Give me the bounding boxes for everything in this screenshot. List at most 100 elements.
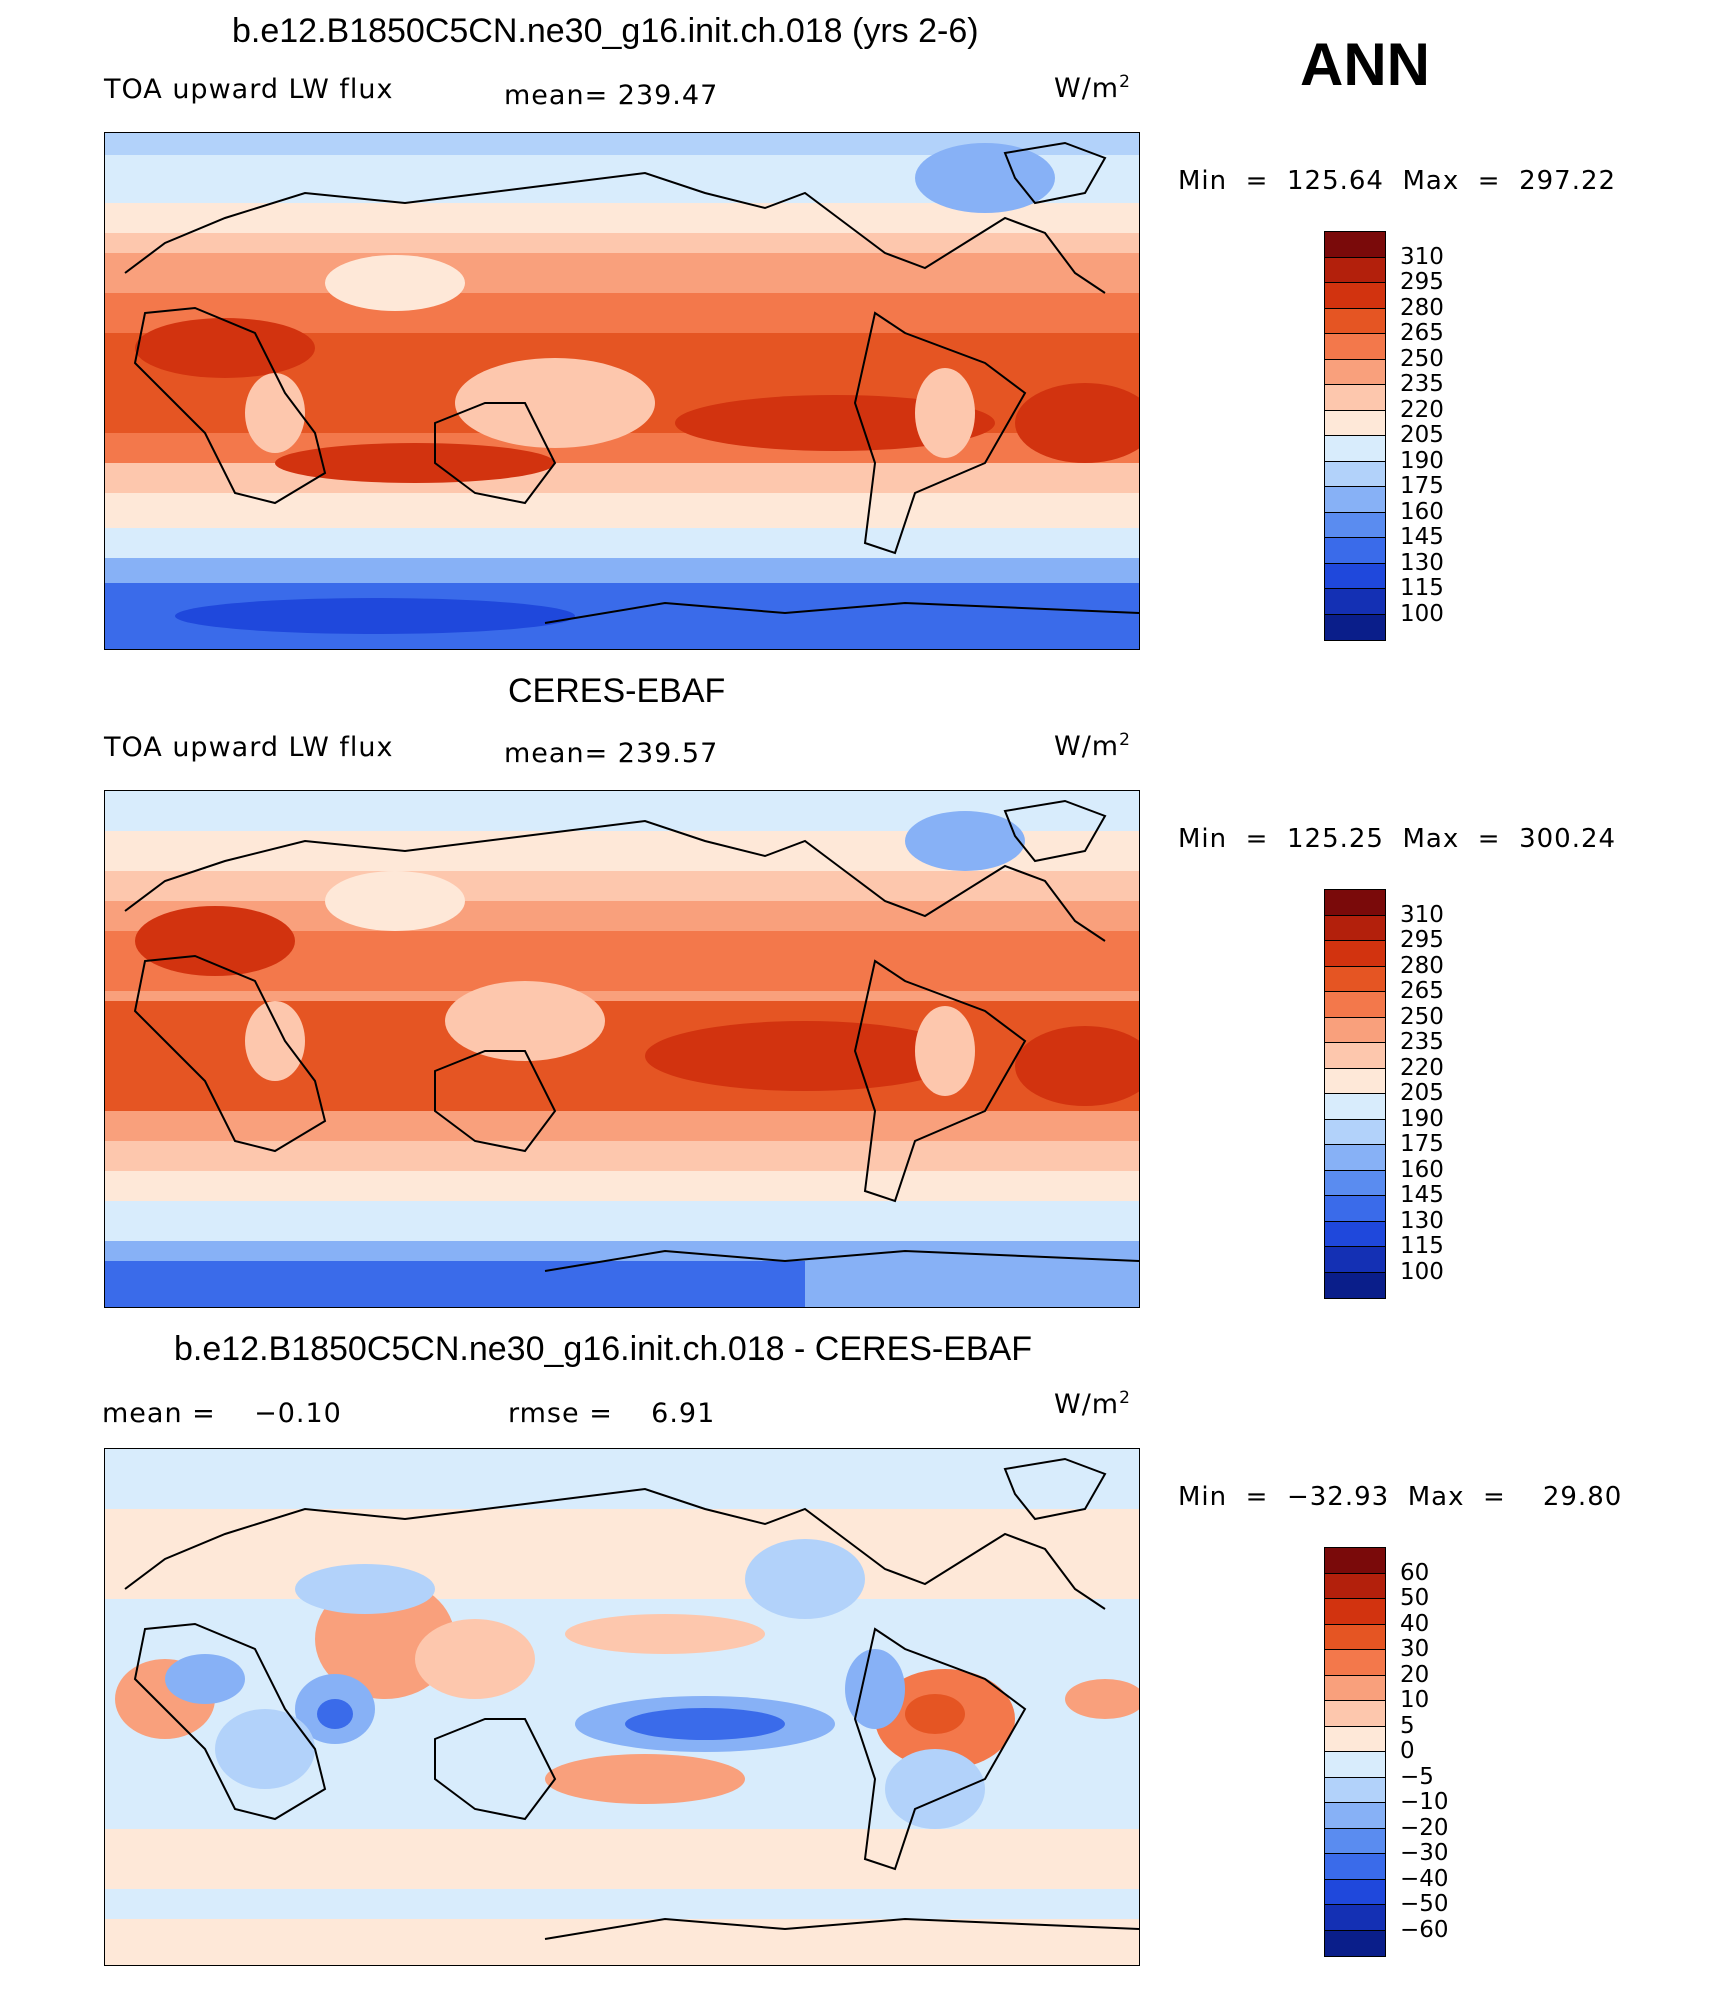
colorbar-swatch	[1325, 1752, 1385, 1778]
panel-1-minmax: Min = 125.64 Max = 297.22	[1178, 166, 1617, 196]
colorbar-swatch	[1325, 232, 1385, 258]
colorbar-tick-label: 10	[1400, 1687, 1430, 1713]
colorbar-tick-label: 235	[1400, 371, 1444, 397]
colorbar-swatch	[1325, 1624, 1385, 1650]
colorbar-tick-label: 145	[1400, 1182, 1444, 1208]
colorbar-swatch	[1325, 1094, 1385, 1120]
colorbar-tick-label: 310	[1400, 243, 1444, 270]
colorbar-swatch	[1325, 1726, 1385, 1752]
panel-2-variable-label: TOA upward LW flux	[104, 732, 394, 763]
colorbar-tick-label: 60	[1400, 1559, 1430, 1586]
colorbar-swatch	[1325, 1854, 1385, 1880]
colorbar-swatch	[1325, 992, 1385, 1018]
colorbar-tick-label: 310	[1400, 901, 1444, 928]
colorbar-swatch	[1325, 1599, 1385, 1625]
colorbar-tick-label: 40	[1400, 1610, 1430, 1637]
colorbar-tick-label: 235	[1400, 1029, 1444, 1055]
panel-3-rmse-label: rmse = 6.91	[508, 1398, 716, 1429]
colorbar-swatch	[1325, 1043, 1385, 1069]
panel-2-contour-field	[105, 791, 1139, 1307]
colorbar-tick-label: 295	[1400, 269, 1444, 295]
colorbar-tick-label: −5	[1400, 1763, 1434, 1790]
colorbar-tick-label: 220	[1400, 396, 1444, 423]
colorbar-swatch	[1325, 966, 1385, 992]
colorbar-swatch	[1325, 1170, 1385, 1196]
panel-1-contour-field	[105, 133, 1139, 649]
colorbar-tick-label: 115	[1400, 575, 1444, 601]
season-label: ANN	[1300, 31, 1430, 98]
colorbar-tick-label: 130	[1400, 1207, 1444, 1234]
colorbar-swatch	[1325, 1701, 1385, 1727]
colorbar-tick-label: 265	[1400, 978, 1444, 1004]
colorbar-tick-label: 175	[1400, 1131, 1444, 1157]
colorbar-tick-label: 190	[1400, 447, 1444, 474]
panel-2-colorbar	[1324, 889, 1386, 1299]
colorbar-swatch	[1325, 487, 1385, 513]
colorbar-swatch	[1325, 1675, 1385, 1701]
panel-1-colorbar	[1324, 231, 1386, 641]
colorbar-swatch	[1325, 308, 1385, 334]
colorbar-swatch	[1325, 461, 1385, 487]
panel-3-map	[104, 1448, 1140, 1966]
colorbar-swatch	[1325, 1196, 1385, 1222]
colorbar-swatch	[1325, 538, 1385, 564]
panel-2-title: CERES-EBAF	[508, 672, 726, 710]
colorbar-tick-label: −30	[1400, 1840, 1449, 1866]
colorbar-tick-label: 280	[1400, 294, 1444, 321]
colorbar-swatch	[1325, 915, 1385, 941]
colorbar-swatch	[1325, 1068, 1385, 1094]
panel-2-map	[104, 790, 1140, 1308]
panel-2-mean-label: mean= 239.57	[504, 738, 719, 769]
colorbar-swatch	[1325, 614, 1385, 640]
colorbar-swatch	[1325, 1548, 1385, 1574]
colorbar-tick-label: 100	[1400, 600, 1444, 627]
colorbar-tick-label: 160	[1400, 498, 1444, 525]
colorbar-swatch	[1325, 359, 1385, 385]
colorbar-swatch	[1325, 1930, 1385, 1956]
colorbar-tick-label: 130	[1400, 549, 1444, 576]
colorbar-tick-label: 280	[1400, 952, 1444, 979]
colorbar-tick-label: −10	[1400, 1789, 1449, 1815]
colorbar-tick-label: 0	[1400, 1738, 1415, 1764]
colorbar-swatch	[1325, 512, 1385, 538]
panel-3-colorbar	[1324, 1547, 1386, 1957]
colorbar-tick-label: 295	[1400, 927, 1444, 953]
colorbar-swatch	[1325, 1247, 1385, 1273]
colorbar-tick-label: −60	[1400, 1916, 1449, 1943]
colorbar-tick-label: 100	[1400, 1258, 1444, 1285]
colorbar-swatch	[1325, 410, 1385, 436]
panel-1-variable-label: TOA upward LW flux	[104, 74, 394, 105]
colorbar-swatch	[1325, 1828, 1385, 1854]
colorbar-swatch	[1325, 1573, 1385, 1599]
colorbar-swatch	[1325, 563, 1385, 589]
colorbar-tick-label: 30	[1400, 1636, 1430, 1662]
colorbar-tick-label: 20	[1400, 1661, 1430, 1688]
panel-3-title: b.e12.B1850C5CN.ne30_g16.init.ch.018 - C…	[174, 1330, 1033, 1368]
colorbar-tick-label: 115	[1400, 1233, 1444, 1259]
panel-1-map	[104, 132, 1140, 650]
colorbar-tick-label: 205	[1400, 422, 1444, 448]
panel-1-mean-label: mean= 239.47	[504, 80, 719, 111]
colorbar-swatch	[1325, 890, 1385, 916]
panel-3-contour-field	[105, 1449, 1139, 1965]
panel-1-units: W/m2	[1054, 72, 1131, 104]
colorbar-tick-label: −50	[1400, 1891, 1449, 1917]
colorbar-swatch	[1325, 1119, 1385, 1145]
colorbar-tick-label: 5	[1400, 1712, 1415, 1739]
colorbar-swatch	[1325, 334, 1385, 360]
colorbar-swatch	[1325, 589, 1385, 615]
panel-3-mean-label: mean = −0.10	[102, 1398, 342, 1429]
colorbar-swatch	[1325, 257, 1385, 283]
colorbar-swatch	[1325, 1803, 1385, 1829]
colorbar-tick-label: 175	[1400, 473, 1444, 499]
colorbar-swatch	[1325, 1272, 1385, 1298]
colorbar-swatch	[1325, 1905, 1385, 1931]
colorbar-tick-label: 220	[1400, 1054, 1444, 1081]
panel-1-title: b.e12.B1850C5CN.ne30_g16.init.ch.018 (yr…	[232, 12, 979, 50]
colorbar-swatch	[1325, 283, 1385, 309]
colorbar-tick-label: 250	[1400, 345, 1444, 372]
colorbar-tick-label: 160	[1400, 1156, 1444, 1183]
colorbar-swatch	[1325, 1017, 1385, 1043]
colorbar-tick-label: 250	[1400, 1003, 1444, 1030]
colorbar-tick-label: −40	[1400, 1865, 1449, 1892]
